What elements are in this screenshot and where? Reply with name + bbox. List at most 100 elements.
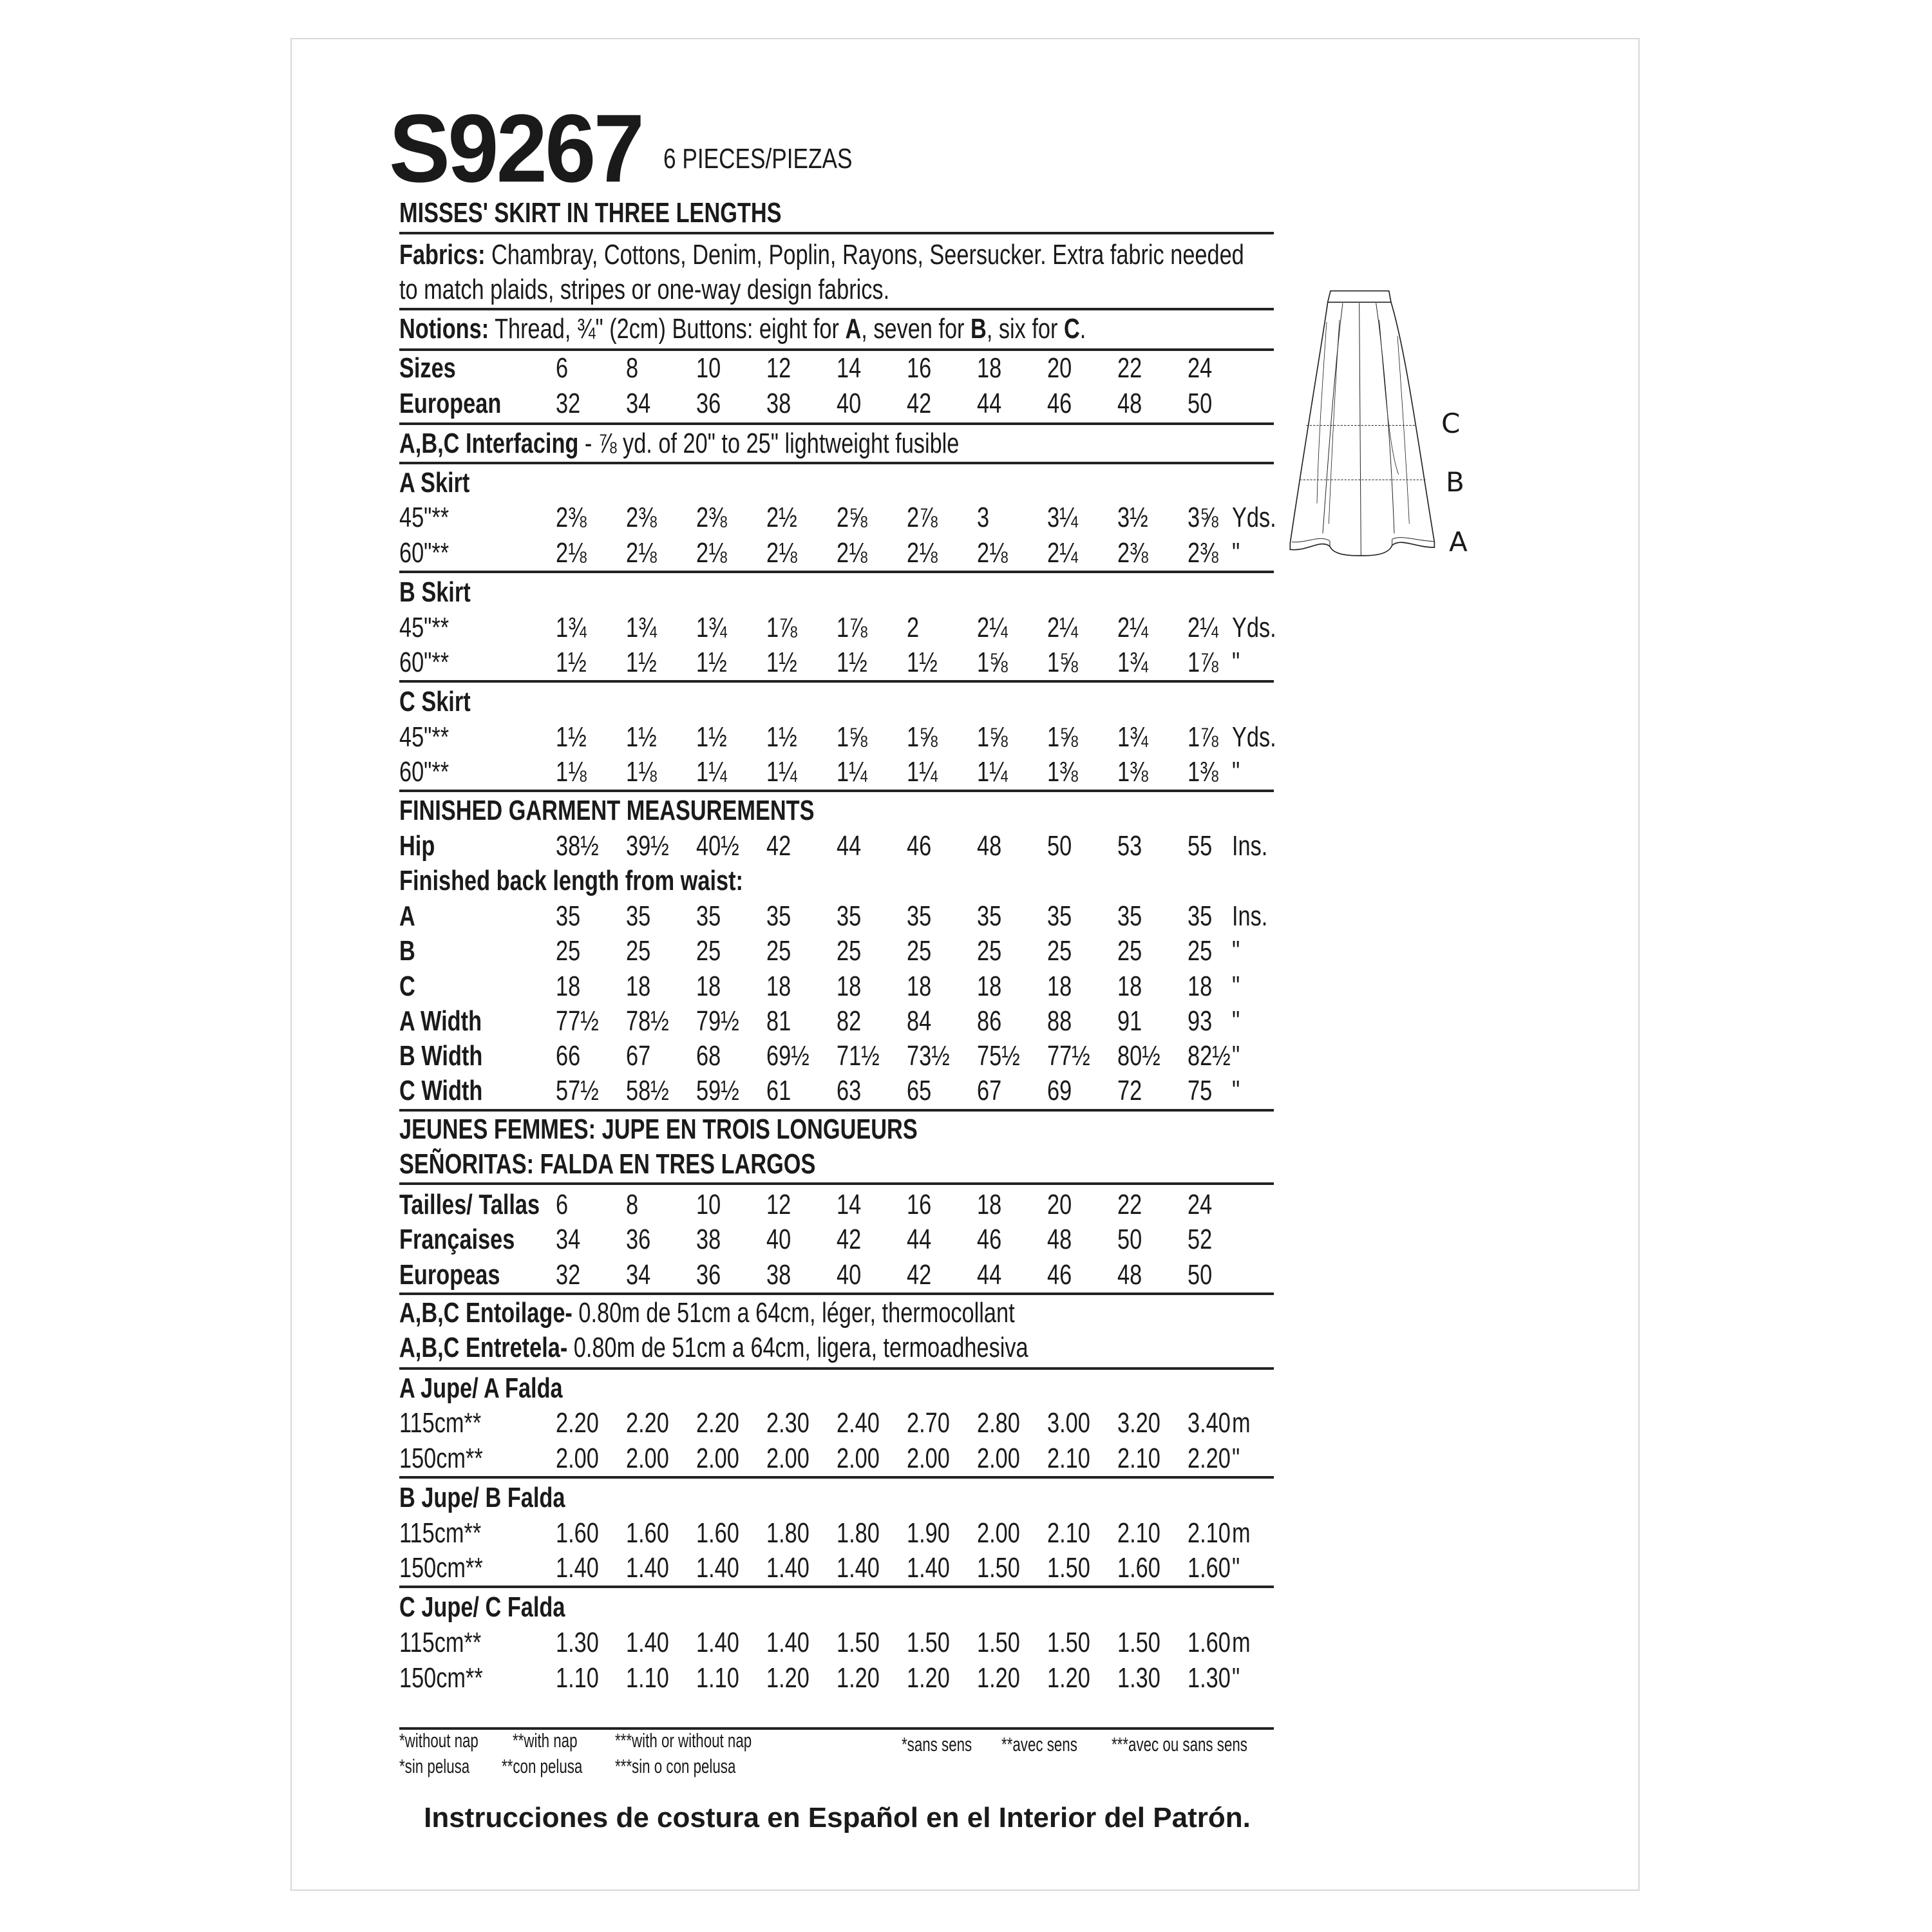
size-value: 38 bbox=[696, 1224, 721, 1256]
size-value: 2.70 bbox=[906, 1407, 950, 1439]
size-value: 91 bbox=[1117, 1005, 1142, 1037]
size-value: 81 bbox=[766, 1005, 791, 1037]
row-label: 150cm** bbox=[399, 1552, 483, 1584]
divider bbox=[399, 679, 1274, 683]
row-label: 60"** bbox=[399, 647, 450, 679]
unit-label: " bbox=[1232, 1552, 1240, 1584]
size-value: 2.00 bbox=[555, 1442, 599, 1474]
size-value: 2⅛ bbox=[766, 536, 797, 569]
footnote: *sans sens bbox=[902, 1732, 972, 1756]
size-value: 65 bbox=[906, 1074, 932, 1106]
size-value: 1⅝ bbox=[906, 721, 938, 753]
size-value: 52 bbox=[1188, 1224, 1213, 1256]
label: A,B,C Entoilage- bbox=[399, 1297, 573, 1329]
view-metric-yardage-title: A Jupe/ A Falda bbox=[399, 1372, 563, 1404]
divider bbox=[399, 1182, 1274, 1186]
entoilage-line: A,B,C Entoilage- 0.80m de 51cm a 64cm, l… bbox=[399, 1297, 1015, 1329]
size-value: 2.10 bbox=[1117, 1442, 1160, 1474]
size-value: 18 bbox=[625, 970, 650, 1002]
size-value: 50 bbox=[1188, 388, 1213, 420]
size-value: 35 bbox=[625, 900, 650, 933]
unit-label: Yds. bbox=[1232, 611, 1276, 643]
size-value: 2⅜ bbox=[555, 502, 587, 534]
size-value: 35 bbox=[977, 900, 1002, 933]
size-value: 2.10 bbox=[1117, 1517, 1160, 1549]
size-value: 1.40 bbox=[696, 1626, 739, 1658]
size-value: 1½ bbox=[766, 647, 797, 679]
notions-text: . bbox=[1079, 312, 1086, 345]
size-value: 1.80 bbox=[766, 1517, 810, 1549]
size-value: 40½ bbox=[696, 830, 739, 862]
size-value: 36 bbox=[696, 1258, 721, 1291]
size-value: 1⅞ bbox=[766, 611, 797, 643]
size-value: 2⅛ bbox=[906, 536, 938, 569]
unit-label: " bbox=[1232, 1039, 1240, 1072]
size-value: 25 bbox=[977, 935, 1002, 967]
size-value: 40 bbox=[766, 1224, 791, 1256]
footnote: **with nap bbox=[512, 1729, 578, 1752]
size-value: 1.20 bbox=[766, 1662, 810, 1694]
size-value: 36 bbox=[625, 1224, 650, 1256]
notions-label: Notions: bbox=[399, 312, 489, 345]
size-value: 1.10 bbox=[625, 1662, 669, 1694]
size-value: 1.40 bbox=[766, 1626, 810, 1658]
size-value: 44 bbox=[977, 1258, 1002, 1291]
size-value: 75 bbox=[1188, 1074, 1213, 1106]
size-value: 68 bbox=[696, 1039, 721, 1072]
text: - ⅞ yd. of 20" to 25" lightweight fusibl… bbox=[578, 427, 960, 459]
size-value: 22 bbox=[1117, 352, 1142, 384]
divider bbox=[399, 1475, 1274, 1479]
size-value: 1.40 bbox=[696, 1552, 739, 1584]
size-value: 71½ bbox=[836, 1039, 880, 1072]
size-value: 59½ bbox=[696, 1074, 739, 1106]
footnote: ***sin o con pelusa bbox=[614, 1755, 735, 1778]
size-value: 2¼ bbox=[1047, 611, 1078, 643]
size-value: 44 bbox=[906, 1224, 932, 1256]
size-value: 3¼ bbox=[1047, 502, 1078, 534]
size-value: 88 bbox=[1047, 1005, 1072, 1037]
size-value: 39½ bbox=[625, 830, 669, 862]
size-value: 93 bbox=[1188, 1005, 1213, 1037]
text: 0.80m de 51cm a 64cm, léger, thermocolla… bbox=[572, 1297, 1015, 1329]
row-label: 150cm** bbox=[399, 1442, 483, 1474]
size-value: 35 bbox=[1188, 900, 1213, 933]
size-value: 38 bbox=[766, 388, 791, 420]
size-value: 2.10 bbox=[1188, 1517, 1231, 1549]
spanish-instructions-note: Instrucciones de costura en Español en e… bbox=[424, 1802, 1251, 1833]
size-value: 2.80 bbox=[977, 1407, 1020, 1439]
size-value: 42 bbox=[906, 1258, 932, 1291]
finished-measurements-title: FINISHED GARMENT MEASUREMENTS bbox=[399, 794, 815, 826]
back-length-label: Finished back length from waist: bbox=[399, 864, 743, 896]
size-value: 61 bbox=[766, 1074, 791, 1106]
row-label: Sizes bbox=[399, 352, 456, 384]
size-value: 1⅝ bbox=[836, 721, 867, 753]
row-label: Françaises bbox=[399, 1224, 515, 1256]
size-value: 3 bbox=[977, 502, 990, 534]
divider bbox=[399, 1108, 1274, 1112]
size-value: 14 bbox=[836, 1188, 862, 1220]
size-value: 69½ bbox=[766, 1039, 810, 1072]
size-value: 2¼ bbox=[977, 611, 1008, 643]
size-value: 10 bbox=[696, 1188, 721, 1220]
view-label-a: A bbox=[1449, 526, 1468, 558]
divider bbox=[399, 1586, 1274, 1589]
size-value: 16 bbox=[906, 352, 932, 384]
size-value: 66 bbox=[555, 1039, 580, 1072]
size-value: 1⅝ bbox=[1047, 647, 1078, 679]
size-value: 2.10 bbox=[1047, 1517, 1090, 1549]
size-value: 20 bbox=[1047, 1188, 1072, 1220]
row-label: 150cm** bbox=[399, 1662, 483, 1694]
view-yardage-title: B Skirt bbox=[399, 576, 471, 609]
divider bbox=[399, 348, 1274, 352]
size-value: 82 bbox=[836, 1005, 862, 1037]
size-value: 1.20 bbox=[906, 1662, 950, 1694]
size-value: 1⅛ bbox=[555, 756, 587, 788]
row-label: Hip bbox=[399, 830, 435, 862]
size-value: 42 bbox=[836, 1224, 862, 1256]
size-value: 40 bbox=[836, 1258, 862, 1291]
row-label: 45"** bbox=[399, 721, 450, 753]
size-value: 1.60 bbox=[696, 1517, 739, 1549]
size-value: 2.30 bbox=[766, 1407, 810, 1439]
size-value: 2⅛ bbox=[625, 536, 657, 569]
footnote: **avec sens bbox=[1001, 1732, 1078, 1756]
